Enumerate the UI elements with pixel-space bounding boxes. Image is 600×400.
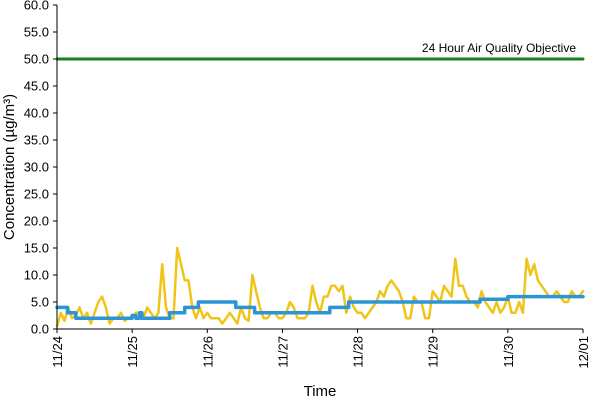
- y-tick-label: 15.0: [24, 241, 49, 256]
- y-tick-label: 30.0: [24, 160, 49, 175]
- x-tick-label: 12/01: [576, 336, 591, 369]
- x-tick-label: 11/24: [50, 336, 65, 368]
- y-tick-label: 40.0: [24, 106, 49, 121]
- y-tick-label: 55.0: [24, 25, 49, 40]
- y-tick-label: 20.0: [24, 214, 49, 229]
- y-tick-label: 45.0: [24, 79, 49, 94]
- y-axis-ticks: 0.0 5.0 10.0 15.0 20.0 25.0 30.0 35.0 40.0 45.0 50…: [24, 0, 57, 337]
- series-layer: [55, 57, 585, 328]
- y-tick-label: 50.0: [24, 52, 49, 67]
- x-tick-label: 11/28: [351, 336, 366, 368]
- daily-series-line: [55, 294, 585, 320]
- x-tick-label: 11/30: [501, 336, 516, 368]
- x-tick-label: 11/26: [200, 336, 215, 368]
- objective-annotation: 24 Hour Air Quality Objective: [422, 41, 576, 55]
- y-tick-label: 60.0: [24, 0, 49, 13]
- x-tick-label: 11/25: [125, 336, 140, 368]
- y-axis-title: Concentration (µg/m³): [1, 94, 18, 240]
- x-axis-ticks: 11/24 11/25 11/26 11/27 11/28 11/29 11/30 12/01: [50, 329, 591, 369]
- x-axis-title: Time: [304, 383, 337, 400]
- y-tick-label: 5.0: [31, 295, 49, 310]
- x-tick-label: 11/27: [275, 336, 290, 368]
- x-tick-label: 11/29: [426, 336, 441, 368]
- y-tick-label: 25.0: [24, 187, 49, 202]
- y-tick-label: 35.0: [24, 133, 49, 148]
- y-tick-label: 0.0: [31, 322, 49, 337]
- y-tick-label: 10.0: [24, 268, 49, 283]
